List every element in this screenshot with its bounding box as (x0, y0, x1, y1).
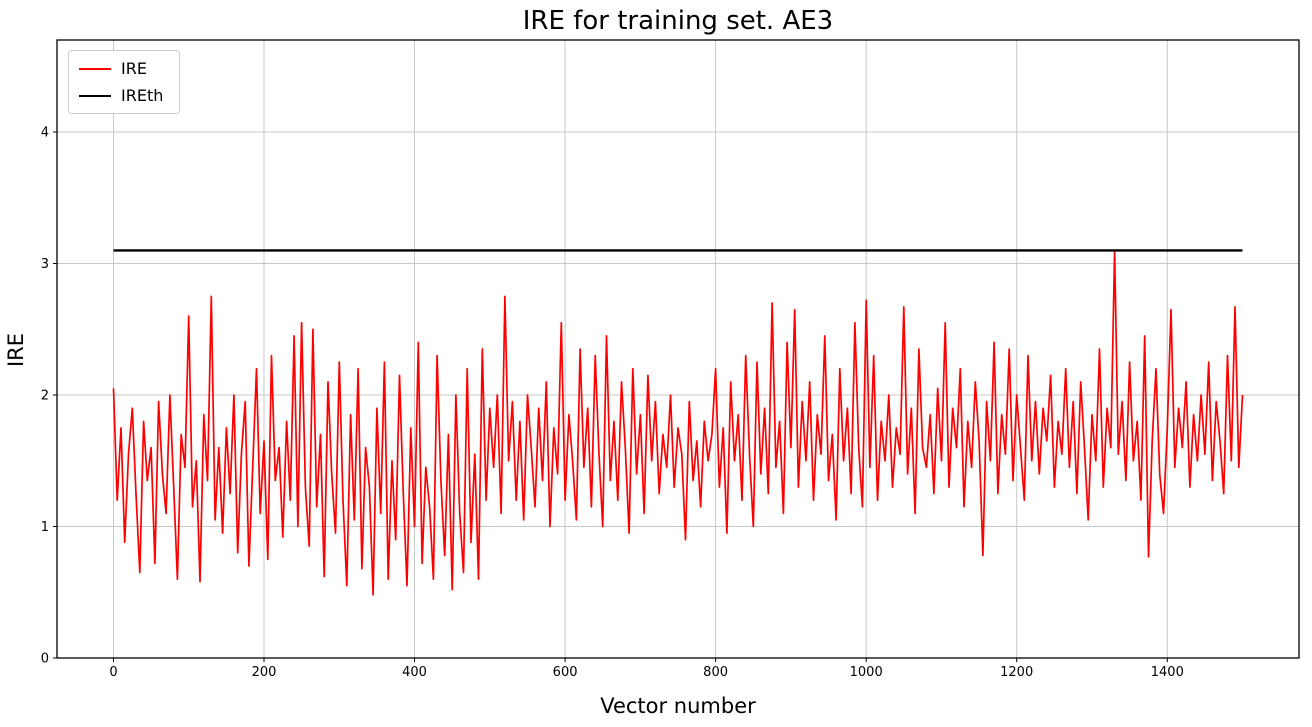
svg-text:1200: 1200 (1000, 665, 1033, 680)
legend-label-ireth: IREth (121, 86, 164, 105)
svg-text:1: 1 (41, 520, 49, 535)
y-axis-label: IRE (4, 332, 28, 368)
svg-text:0: 0 (109, 665, 117, 680)
svg-text:800: 800 (703, 665, 728, 680)
svg-text:4: 4 (41, 126, 49, 141)
legend-line-ire-icon (79, 67, 111, 70)
chart-title: IRE for training set. AE3 (522, 6, 834, 36)
svg-text:200: 200 (252, 665, 277, 680)
legend: IRE IREth (68, 50, 181, 114)
svg-text:1400: 1400 (1151, 665, 1184, 680)
legend-line-ireth-icon (79, 94, 111, 97)
x-axis-label: Vector number (600, 694, 756, 718)
svg-text:0: 0 (41, 652, 49, 667)
legend-label-ire: IRE (121, 59, 147, 78)
svg-text:400: 400 (402, 665, 427, 680)
svg-text:600: 600 (553, 665, 578, 680)
svg-text:2: 2 (41, 389, 49, 404)
legend-item-ireth: IREth (79, 86, 163, 105)
legend-item-ire: IRE (79, 59, 163, 78)
svg-text:3: 3 (41, 257, 49, 272)
svg-text:1000: 1000 (850, 665, 883, 680)
